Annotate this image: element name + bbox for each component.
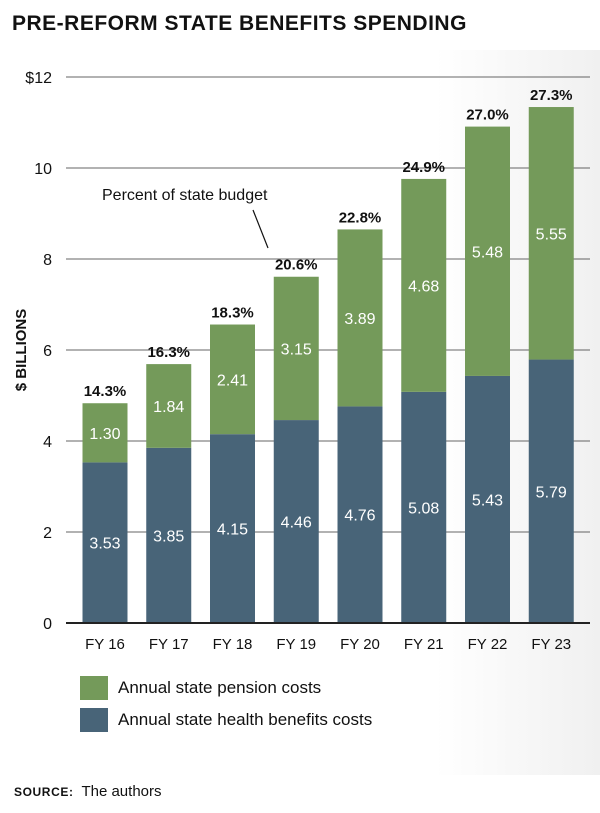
y-tick-label: 4 <box>43 434 52 451</box>
labels: 3.53 1.30 14.3% FY 16 3.85 1.84 16.3% FY 17 4.15… <box>84 87 573 653</box>
data-label-pension: 2.41 <box>217 372 248 389</box>
bar-health <box>210 434 255 623</box>
percent-label: 16.3% <box>147 344 190 361</box>
data-label-health: 4.76 <box>344 508 375 525</box>
x-tick-label: FY 20 <box>340 636 380 653</box>
health-swatch <box>80 708 108 732</box>
bar-health <box>337 406 383 623</box>
bar-pension <box>465 126 510 376</box>
x-tick-label: FY 16 <box>85 636 125 653</box>
axes: 0 2 4 6 8 10 $12 <box>25 70 590 633</box>
bar-pension <box>337 229 383 407</box>
bar-health <box>273 420 319 623</box>
percent-label: 14.3% <box>84 383 127 400</box>
source-text: The authors <box>81 783 162 800</box>
bar-health <box>146 447 192 623</box>
source-note: SOURCE: The authors <box>14 783 162 800</box>
bar-health <box>528 359 574 623</box>
y-tick-label: 10 <box>34 161 52 178</box>
bar-pension <box>82 403 128 463</box>
data-label-health: 5.79 <box>536 484 567 501</box>
data-label-health: 5.08 <box>408 500 439 517</box>
chart-title: PRE-REFORM STATE BENEFITS SPENDING <box>12 12 467 35</box>
data-label-pension: 5.48 <box>472 244 503 261</box>
bar-health <box>82 462 128 623</box>
percent-label: 20.6% <box>275 257 318 274</box>
data-label-pension: 4.68 <box>408 278 439 295</box>
stacked-bar-chart: 0 2 4 6 8 10 $12 3.53 1.30 14.3% FY 16 3.85 1.84 16.… <box>13 70 590 653</box>
y-tick-label: 8 <box>43 252 52 269</box>
x-tick-label: FY 18 <box>213 636 253 653</box>
percent-label: 27.3% <box>530 87 573 104</box>
annotation-leader-line <box>252 209 269 249</box>
bar-pension <box>528 107 574 360</box>
y-tick-label: 0 <box>43 616 52 633</box>
x-tick-label: FY 22 <box>468 636 508 653</box>
bar-pension <box>401 178 447 392</box>
legend-label-pension: Annual state pension costs <box>118 678 322 697</box>
data-label-health: 5.43 <box>472 492 503 509</box>
bar-pension <box>146 364 192 448</box>
data-label-health: 4.15 <box>217 522 248 539</box>
data-label-health: 4.46 <box>281 515 312 532</box>
y-tick-label: 6 <box>43 343 52 360</box>
y-tick-label: 2 <box>43 525 52 542</box>
percent-label: 24.9% <box>402 159 445 176</box>
percent-label: 22.8% <box>339 209 382 226</box>
gridlines <box>66 76 590 533</box>
percent-label: 27.0% <box>466 107 509 124</box>
data-label-pension: 1.84 <box>153 399 184 416</box>
bar-pension <box>273 276 319 421</box>
x-tick-label: FY 17 <box>149 636 189 653</box>
data-label-health: 3.53 <box>89 536 120 553</box>
legend-item-health: Annual state health benefits costs <box>80 708 372 732</box>
legend-label-health: Annual state health benefits costs <box>118 710 373 729</box>
data-label-pension: 3.15 <box>281 341 312 358</box>
data-label-health: 3.85 <box>153 528 184 545</box>
percent-annotation: Percent of state budget <box>102 187 268 204</box>
data-label-pension: 1.30 <box>89 426 120 443</box>
data-label-pension: 3.89 <box>344 311 375 328</box>
pension-swatch <box>80 676 108 700</box>
bar-health <box>401 391 447 623</box>
y-axis-label: $ BILLIONS <box>13 309 30 392</box>
x-tick-label: FY 19 <box>276 636 316 653</box>
bar-health <box>465 375 510 623</box>
legend-item-pension: Annual state pension costs <box>80 676 321 700</box>
bars <box>82 107 574 623</box>
x-tick-label: FY 23 <box>531 636 571 653</box>
x-tick-label: FY 21 <box>404 636 444 653</box>
y-tick-label: $12 <box>25 70 52 87</box>
percent-label: 18.3% <box>211 305 254 322</box>
bar-pension <box>210 324 255 435</box>
data-label-pension: 5.55 <box>536 226 567 243</box>
source-label: SOURCE: <box>14 785 74 799</box>
